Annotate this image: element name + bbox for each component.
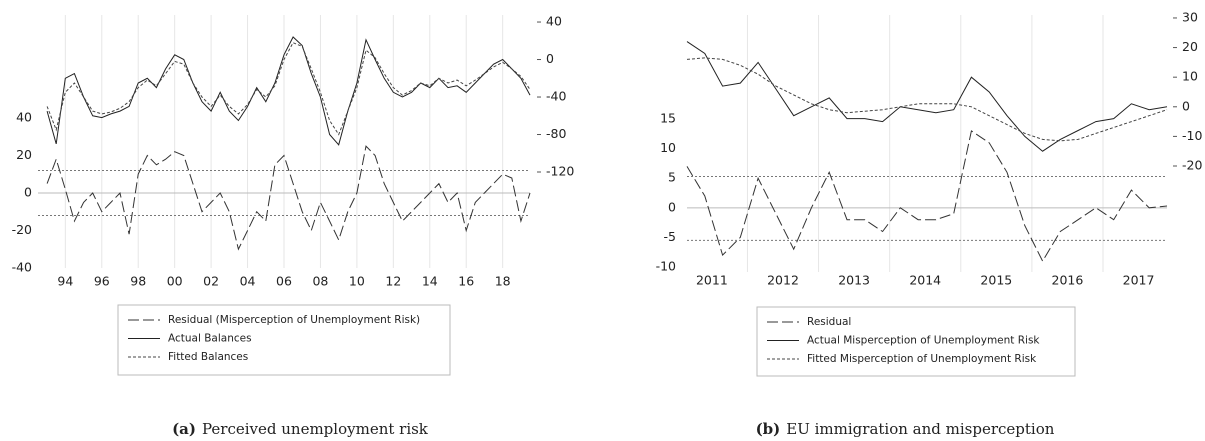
x-tick-label: 12 (385, 274, 401, 289)
legend-box (756, 306, 1076, 377)
legend-label: Fitted Balances (168, 351, 248, 363)
y-tick-label: -20 (12, 222, 32, 237)
x-tick-label: 10 (349, 274, 365, 289)
legend-label: Actual Balances (168, 333, 252, 345)
legend-box (117, 304, 451, 376)
x-tick-label: 04 (240, 274, 256, 289)
x-tick-label: 2017 (1123, 273, 1155, 288)
y2-tick-label: 30 (1182, 9, 1198, 24)
y2-tick-label: -10 (1182, 128, 1202, 143)
series-line (46, 36, 531, 146)
y-tick-label: 10 (660, 140, 676, 155)
y-tick-label: -5 (664, 229, 676, 244)
y2-tick-label: 40 (546, 14, 562, 29)
series-line (46, 42, 531, 136)
x-tick-label: 2015 (980, 273, 1012, 288)
y-tick-label: -40 (12, 260, 32, 275)
x-tick-label: 08 (312, 274, 328, 289)
series-line (686, 57, 1168, 142)
x-tick-label: 02 (203, 274, 219, 289)
y2-tick-label: 0 (1182, 98, 1190, 113)
y2-tick-label: -80 (546, 126, 566, 141)
y2-tick-label: 10 (1182, 69, 1198, 84)
y2-tick-label: -20 (1182, 158, 1202, 173)
x-tick-label: 2012 (767, 273, 799, 288)
x-tick-label: 14 (422, 274, 438, 289)
y-tick-label: 40 (16, 109, 32, 124)
y2-tick-label: 20 (1182, 39, 1198, 54)
x-tick-label: 00 (167, 274, 183, 289)
y2-tick-label: 0 (546, 51, 554, 66)
legend-label: Fitted Misperception of Unemployment Ris… (807, 353, 1037, 365)
y-tick-label: 5 (668, 170, 676, 185)
caption-label: (a) (172, 420, 196, 438)
y2-tick-label: -40 (546, 89, 566, 104)
x-tick-label: 2011 (696, 273, 728, 288)
caption: (a) Perceived unemployment risk (172, 420, 429, 438)
series-line (686, 130, 1168, 263)
y-tick-label: 0 (668, 199, 676, 214)
series-line (686, 41, 1168, 152)
x-tick-label: 98 (130, 274, 146, 289)
y-tick-label: 0 (24, 184, 32, 199)
caption: (b) EU immigration and misperception (756, 420, 1055, 438)
x-tick-label: 2014 (909, 273, 941, 288)
legend-label: Residual (Misperception of Unemployment … (168, 314, 420, 326)
series-line (46, 145, 531, 251)
x-tick-label: 94 (57, 274, 73, 289)
legend: Residual (Misperception of Unemployment … (117, 304, 451, 376)
x-tick-label: 2016 (1052, 273, 1084, 288)
y-tick-label: 15 (660, 111, 676, 126)
y-tick-label: -10 (656, 258, 676, 273)
panel: 40 20 0 -20 -40 40 0 -40 -80 -120 94 96 98 00 02 04 06 08… (12, 14, 575, 438)
panel: 15 10 5 0 -5 -10 30 20 10 0 -10 -20 2011 2012 2013 2014… (656, 9, 1203, 438)
legend: Residual Actual Misperception of Unemploy… (756, 306, 1076, 377)
x-tick-label: 18 (495, 274, 511, 289)
x-tick-label: 16 (458, 274, 474, 289)
y-tick-label: 20 (16, 147, 32, 162)
caption-text: EU immigration and misperception (786, 420, 1054, 438)
legend-label: Actual Misperception of Unemployment Ris… (807, 335, 1040, 347)
caption-text: Perceived unemployment risk (202, 420, 429, 438)
x-tick-label: 2013 (838, 273, 870, 288)
y2-tick-label: -120 (546, 164, 574, 179)
caption-label: (b) (756, 420, 781, 438)
legend-label: Residual (807, 316, 851, 328)
x-tick-label: 96 (94, 274, 110, 289)
x-tick-label: 06 (276, 274, 292, 289)
